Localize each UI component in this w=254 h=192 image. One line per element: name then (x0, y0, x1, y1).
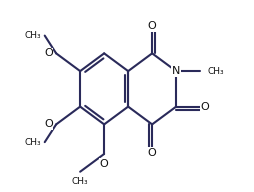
Text: O: O (148, 148, 156, 158)
Text: N: N (172, 66, 180, 76)
Text: CH₃: CH₃ (208, 67, 224, 76)
Text: O: O (201, 102, 210, 112)
Text: CH₃: CH₃ (25, 138, 41, 147)
Text: CH₃: CH₃ (72, 177, 88, 186)
Text: CH₃: CH₃ (25, 31, 41, 40)
Text: O: O (148, 21, 156, 31)
Text: O: O (100, 159, 108, 169)
Text: O: O (44, 119, 53, 129)
Text: O: O (44, 48, 53, 58)
